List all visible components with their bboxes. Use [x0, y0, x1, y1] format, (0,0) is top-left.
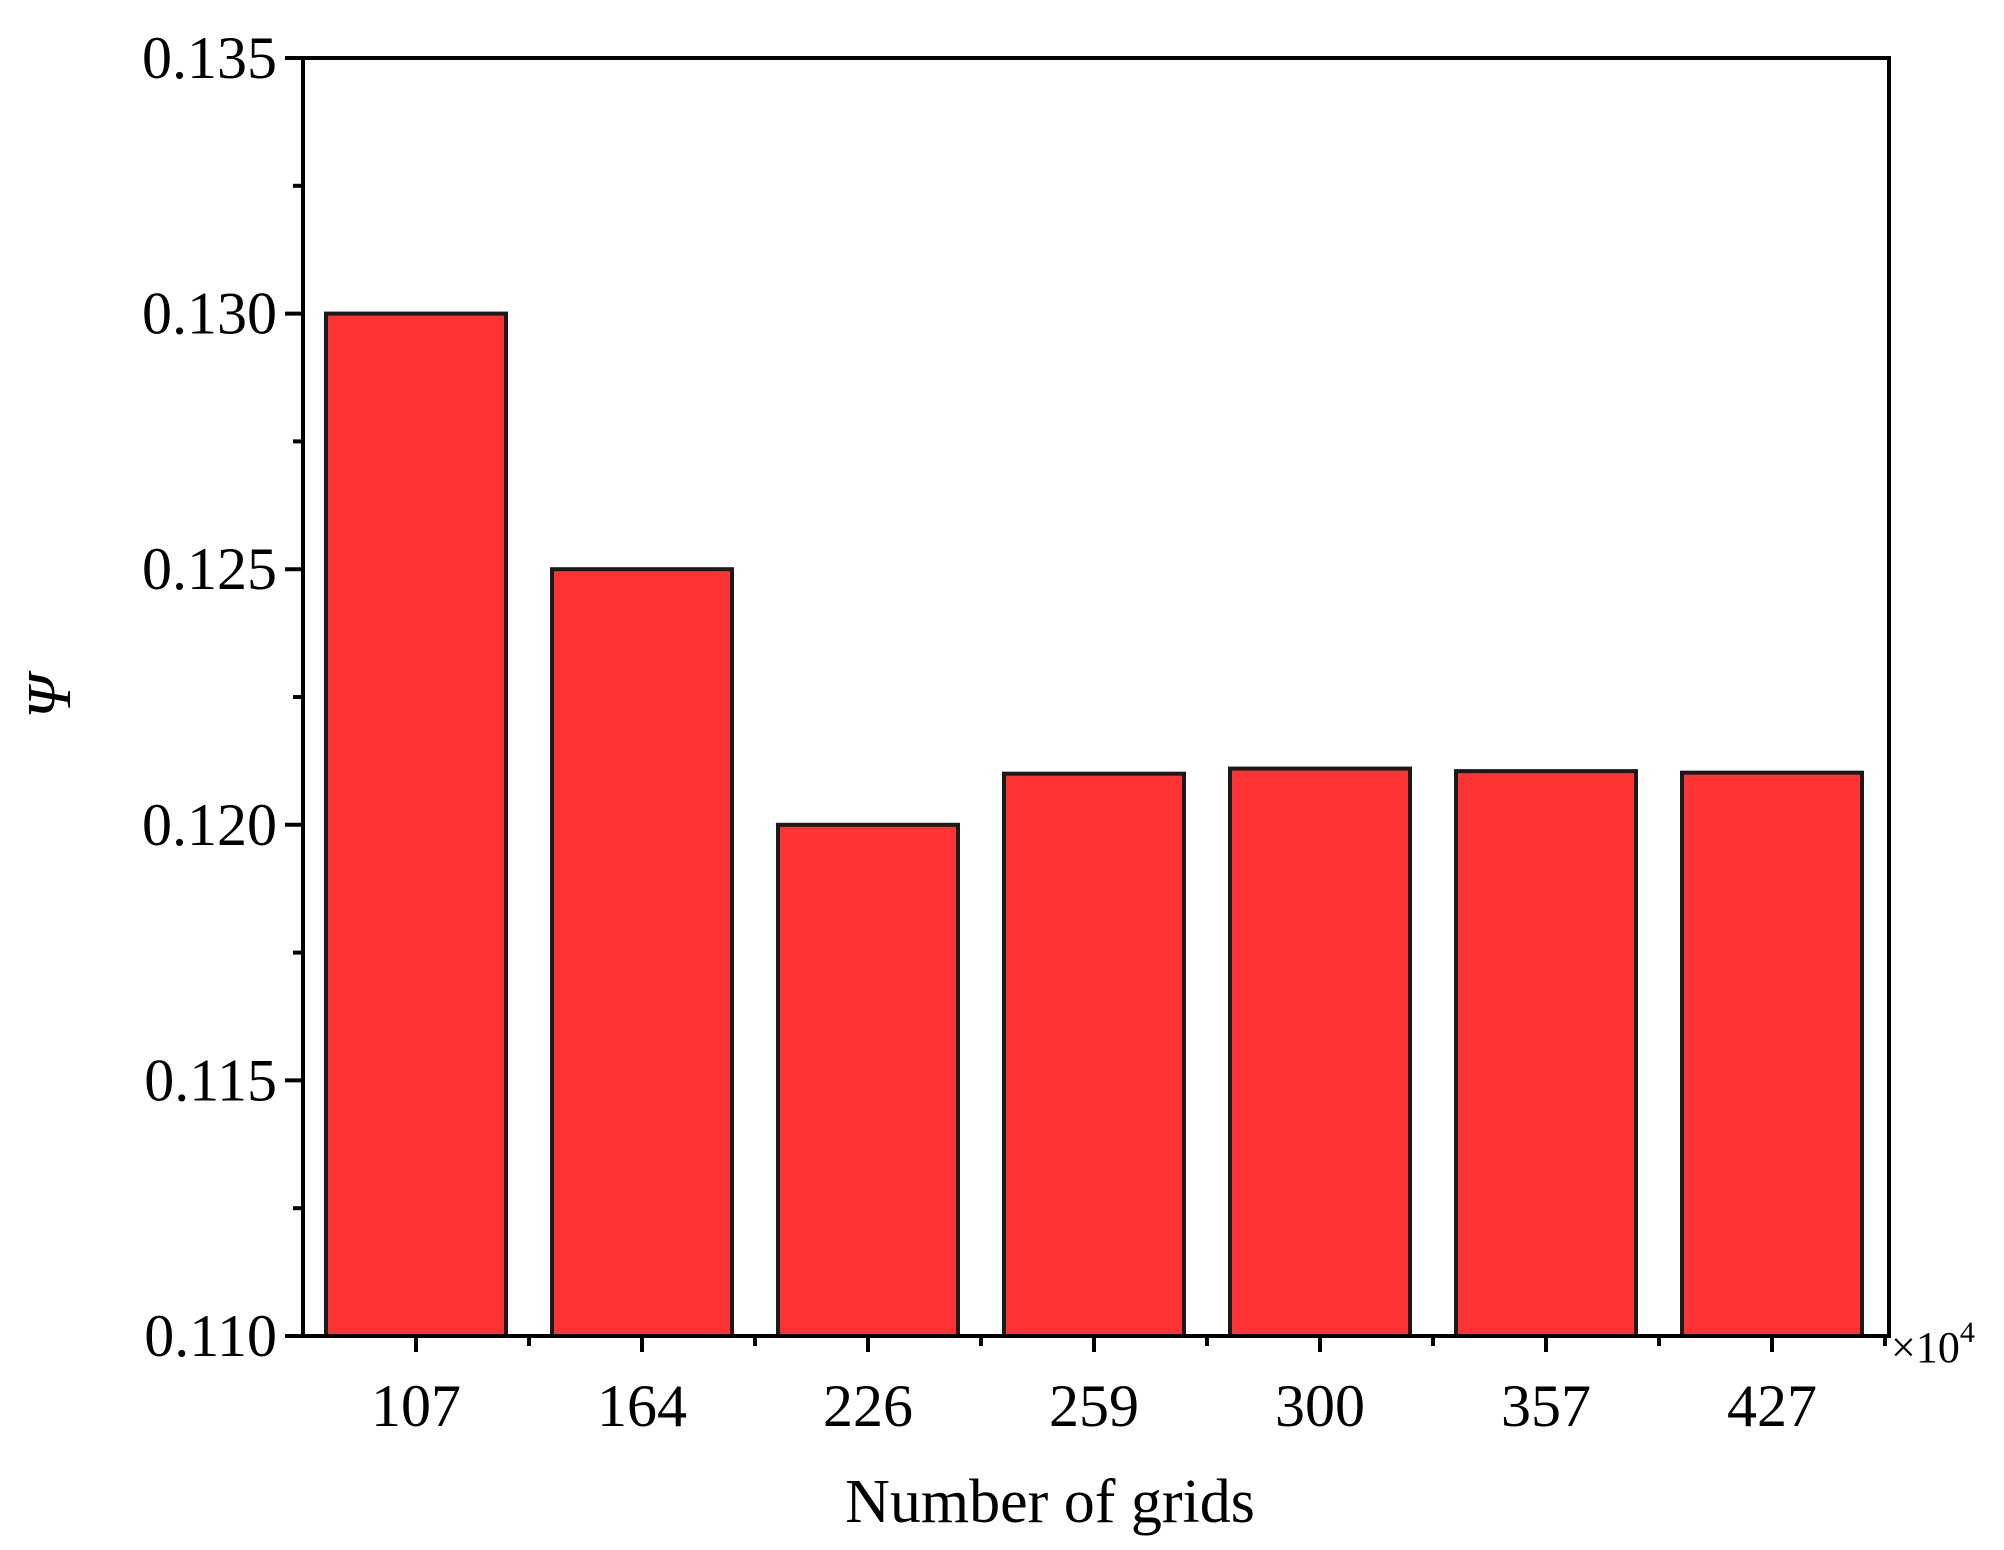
y-axis-title: Ψ — [16, 670, 84, 719]
bars-group — [324, 311, 1864, 1339]
x-axis: 107 164 226 259 300 357 427 — [371, 1336, 1887, 1439]
x-tick-label-226: 226 — [823, 1373, 913, 1439]
y-axis: 0.110 0.115 0.120 0.125 0.130 0.135 — [142, 25, 303, 1369]
y-tick-label: 0.135 — [142, 25, 277, 91]
x-tick-label-357: 357 — [1501, 1373, 1591, 1439]
y-tick-label: 0.110 — [144, 1303, 277, 1369]
y-tick-label: 0.120 — [142, 792, 277, 858]
bar-164 — [550, 567, 734, 1338]
bar-357 — [1454, 769, 1638, 1338]
x-axis-title: Number of grids — [845, 1468, 1255, 1536]
x-tick-label-259: 259 — [1049, 1373, 1139, 1439]
y-tick-label: 0.115 — [144, 1047, 277, 1113]
bar-259 — [1002, 771, 1186, 1338]
x-axis-multiplier-exponent: 4 — [1960, 1316, 1975, 1349]
x-axis-multiplier: ×104 — [1891, 1316, 1975, 1372]
bar-300 — [1228, 766, 1412, 1338]
x-tick-label-427: 427 — [1727, 1373, 1817, 1439]
y-tick-label: 0.130 — [142, 281, 277, 347]
bar-226 — [776, 822, 960, 1338]
x-tick-label-164: 164 — [597, 1373, 687, 1439]
bar-427 — [1680, 770, 1864, 1338]
y-tick-label: 0.125 — [142, 536, 277, 602]
x-axis-multiplier-base: ×10 — [1891, 1323, 1960, 1372]
x-tick-label-300: 300 — [1275, 1373, 1365, 1439]
x-tick-label-107: 107 — [371, 1373, 461, 1439]
bar-107 — [324, 311, 508, 1339]
